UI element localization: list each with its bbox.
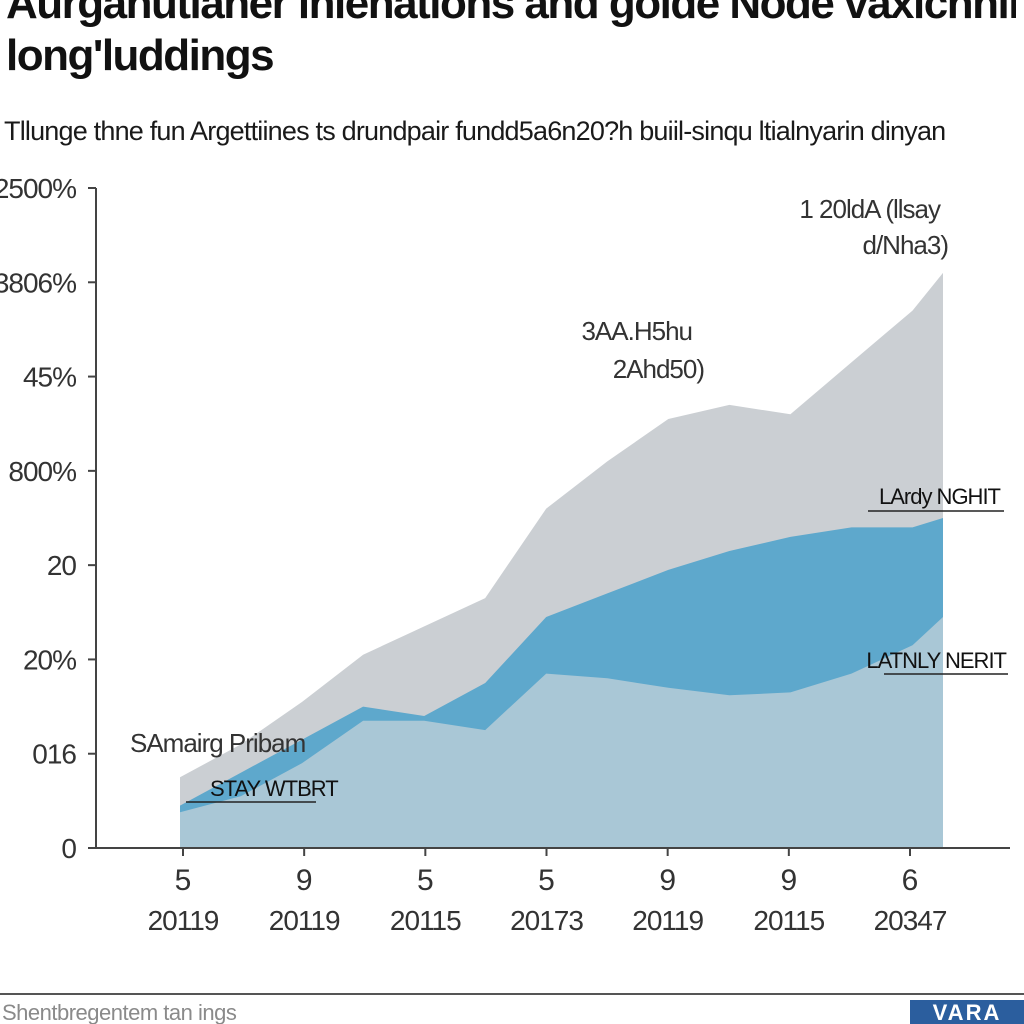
annotation-peak-sublabel: d/Nha3) xyxy=(863,230,949,260)
x-tick-label-top: 5 xyxy=(538,864,555,897)
y-tick-label: 0 xyxy=(61,833,76,864)
area-series-3 xyxy=(180,617,943,848)
chart-title-line-1: Aurganutianer inienations and goide Node… xyxy=(6,0,1016,28)
chart-subtitle: Tllunge thne fun Argettiines ts drundpai… xyxy=(4,116,946,146)
x-tick-label-bottom: 20347 xyxy=(874,905,947,936)
y-tick-label: 20 xyxy=(47,550,77,581)
x-tick-label-top: 6 xyxy=(902,864,919,897)
x-tick-label-bottom: 20173 xyxy=(510,905,583,936)
y-tick-label: 2500% xyxy=(0,173,76,204)
y-tick-label: 016 xyxy=(32,739,76,770)
chart-title: Aurganutianer inienations and goide Node… xyxy=(6,0,1016,82)
publisher-logo: VARA xyxy=(910,1000,1024,1024)
x-tick-label-bottom: 20115 xyxy=(753,905,824,936)
x-tick-label-bottom: 20115 xyxy=(390,905,461,936)
x-tick-label-bottom: 20119 xyxy=(269,905,340,936)
annotation-peak-label: 1 20ldA (llsay xyxy=(799,194,941,224)
x-tick-label-top: 9 xyxy=(659,864,676,897)
x-tick-label-top: 5 xyxy=(417,864,434,897)
footer-source: Shentbregentem tan ings xyxy=(2,1000,237,1024)
x-tick-label-top: 9 xyxy=(296,864,313,897)
chart-title-line-2: long'luddings xyxy=(6,31,275,80)
x-tick-label-top: 5 xyxy=(175,864,192,897)
annotation-start-label: SAmairg Pribam xyxy=(130,728,305,758)
annotation-series-2-label: LArdy NGHIT xyxy=(879,484,1001,509)
y-tick-label: 45% xyxy=(23,362,76,393)
y-tick-label: 3806% xyxy=(0,267,76,298)
x-tick-label-top: 9 xyxy=(780,864,797,897)
y-tick-label: 800% xyxy=(8,456,76,487)
annotation-mid-label: 3AA.H5hu xyxy=(581,316,692,346)
footer-divider xyxy=(0,993,1024,995)
y-tick-label: 20% xyxy=(23,644,76,675)
annotation-series-3-label: LATNLY NERIT xyxy=(866,648,1006,673)
x-tick-label-bottom: 20119 xyxy=(632,905,703,936)
annotation-mid-sublabel: 2Ahd50) xyxy=(613,354,705,384)
x-tick-label-bottom: 20119 xyxy=(148,905,219,936)
annotation-start-sublabel: STAY WTBRT xyxy=(210,776,338,801)
